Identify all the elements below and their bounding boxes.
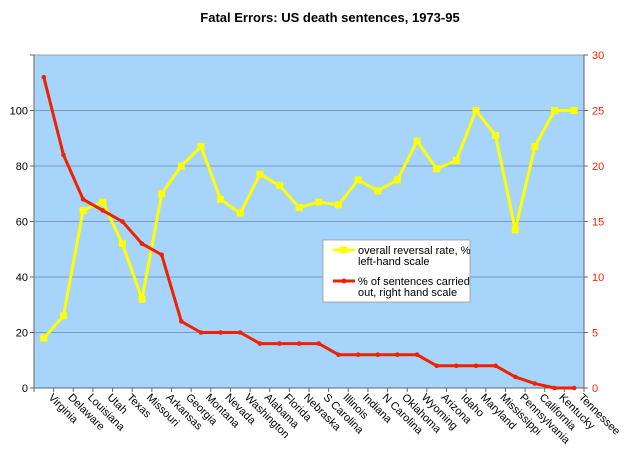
reversal-rate-point bbox=[472, 107, 480, 114]
reversal-rate-point bbox=[276, 181, 284, 189]
reversal-rate-point bbox=[217, 195, 225, 203]
legend-label-carried-2: out, right hand scale bbox=[358, 287, 457, 299]
carried-out-point bbox=[336, 352, 341, 358]
reversal-rate-point bbox=[452, 156, 460, 164]
legend-yellow-marker bbox=[340, 246, 347, 254]
right-tick-label: 25 bbox=[592, 106, 604, 118]
reversal-rate-point bbox=[158, 190, 166, 198]
carried-out-point bbox=[375, 352, 381, 358]
carried-out-point bbox=[355, 352, 361, 358]
reversal-rate-point bbox=[551, 107, 559, 114]
carried-out-point bbox=[120, 219, 125, 224]
reversal-rate-point bbox=[413, 137, 421, 145]
reversal-rate-point bbox=[433, 165, 441, 173]
carried-out-point bbox=[552, 385, 557, 391]
carried-out-point bbox=[473, 363, 479, 369]
reversal-rate-point bbox=[511, 226, 519, 234]
reversal-rate-point bbox=[531, 143, 539, 151]
reversal-rate-point bbox=[256, 170, 264, 178]
carried-out-point bbox=[179, 319, 184, 324]
carried-out-point bbox=[316, 341, 322, 346]
legend: overall reversal rate, % left-hand scale… bbox=[322, 239, 471, 303]
carried-out-point bbox=[296, 341, 302, 346]
reversal-rate-point bbox=[570, 107, 578, 114]
legend-label-reversal: overall reversal rate, % bbox=[358, 245, 471, 257]
reversal-rate-point bbox=[374, 187, 382, 195]
carried-out-point bbox=[100, 208, 106, 213]
carried-out-point bbox=[41, 74, 47, 80]
reversal-rate-point bbox=[354, 176, 362, 184]
legend-red-marker bbox=[341, 278, 347, 284]
carried-out-point bbox=[139, 241, 145, 246]
right-tick-label: 30 bbox=[592, 50, 604, 62]
reversal-rate-point bbox=[492, 131, 500, 139]
reversal-rate-line bbox=[42, 109, 575, 340]
carried-out-point bbox=[159, 252, 164, 258]
carried-out-point bbox=[512, 374, 518, 380]
reversal-rate-point bbox=[99, 198, 107, 206]
carried-out-point bbox=[277, 341, 282, 346]
carried-out-point bbox=[395, 352, 400, 358]
reversal-rate-point bbox=[177, 162, 185, 170]
carried-out-point bbox=[198, 330, 204, 335]
reversal-rate-point bbox=[295, 204, 303, 212]
reversal-rate-point bbox=[138, 295, 146, 303]
carried-out-point bbox=[257, 341, 263, 346]
left-tick-label: 80 bbox=[16, 161, 28, 173]
carried-out-point bbox=[571, 385, 577, 391]
carried-out-point bbox=[237, 330, 243, 335]
reversal-rate-point bbox=[315, 198, 323, 206]
right-tick-label: 5 bbox=[592, 328, 598, 340]
carried-out-point bbox=[61, 152, 66, 158]
plot-area: 020406080100051015202530VirginiaDelaware… bbox=[10, 50, 623, 447]
reversal-rate-point bbox=[79, 206, 87, 214]
legend-label-reversal-2: left-hand scale bbox=[358, 256, 430, 268]
left-tick-label: 20 bbox=[16, 328, 28, 340]
carried-out-point bbox=[80, 197, 86, 202]
carried-out-point bbox=[454, 363, 459, 369]
carried-out-point bbox=[434, 363, 439, 369]
left-tick-label: 40 bbox=[16, 272, 28, 284]
carried-out-point bbox=[493, 363, 498, 369]
reversal-rate-point bbox=[40, 334, 48, 342]
carried-out-point bbox=[414, 352, 420, 358]
left-tick-label: 0 bbox=[22, 383, 28, 395]
reversal-rate-point bbox=[197, 143, 205, 151]
right-tick-label: 15 bbox=[592, 217, 604, 229]
chart-title: Fatal Errors: US death sentences, 1973-9… bbox=[200, 10, 459, 25]
right-tick-label: 20 bbox=[592, 161, 604, 173]
left-tick-label: 100 bbox=[10, 106, 28, 118]
left-tick-label: 60 bbox=[16, 217, 28, 229]
reversal-rate-point bbox=[334, 201, 342, 209]
right-tick-label: 10 bbox=[592, 272, 604, 284]
carried-out-point bbox=[532, 381, 538, 386]
carried-out-point bbox=[218, 330, 223, 335]
reversal-rate-point bbox=[236, 209, 244, 217]
reversal-rate-point bbox=[393, 176, 401, 184]
reversal-rate-point bbox=[59, 312, 67, 320]
right-tick-label: 0 bbox=[592, 383, 598, 395]
reversal-rate-point bbox=[118, 240, 126, 248]
legend-label-carried: % of sentences carried bbox=[358, 276, 470, 288]
carried-out-line bbox=[42, 76, 575, 390]
